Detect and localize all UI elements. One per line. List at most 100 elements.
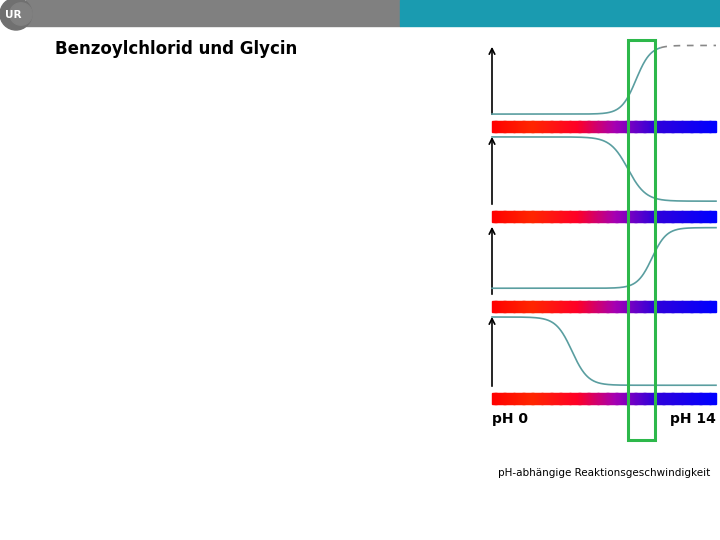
Bar bbox=[595, 211, 596, 222]
Bar bbox=[683, 211, 684, 222]
Bar bbox=[526, 393, 527, 404]
Bar bbox=[673, 121, 675, 132]
Bar bbox=[620, 393, 621, 404]
Bar bbox=[661, 393, 662, 404]
Bar bbox=[546, 121, 547, 132]
Bar bbox=[539, 121, 541, 132]
Bar bbox=[580, 393, 582, 404]
Bar bbox=[511, 301, 513, 312]
Bar bbox=[603, 121, 604, 132]
Bar bbox=[492, 301, 493, 312]
Bar bbox=[509, 393, 510, 404]
Bar bbox=[672, 393, 674, 404]
Bar bbox=[707, 211, 708, 222]
Bar bbox=[618, 211, 620, 222]
Bar bbox=[572, 393, 574, 404]
Bar bbox=[570, 301, 572, 312]
Bar bbox=[582, 211, 584, 222]
Bar bbox=[654, 121, 656, 132]
Bar bbox=[532, 211, 534, 222]
Bar bbox=[658, 211, 660, 222]
Bar bbox=[495, 301, 497, 312]
Bar bbox=[701, 301, 703, 312]
Bar bbox=[691, 393, 693, 404]
Bar bbox=[522, 301, 523, 312]
Bar bbox=[688, 301, 690, 312]
Bar bbox=[624, 301, 626, 312]
Bar bbox=[540, 301, 541, 312]
Bar bbox=[628, 211, 629, 222]
Bar bbox=[611, 121, 612, 132]
Bar bbox=[584, 121, 585, 132]
Bar bbox=[615, 211, 616, 222]
Bar bbox=[494, 301, 495, 312]
Bar bbox=[560, 121, 562, 132]
Bar bbox=[595, 121, 596, 132]
Bar bbox=[685, 121, 686, 132]
Bar bbox=[604, 301, 606, 312]
Bar bbox=[623, 211, 624, 222]
Bar bbox=[697, 211, 698, 222]
Bar bbox=[679, 211, 680, 222]
Bar bbox=[537, 121, 539, 132]
Bar bbox=[582, 121, 584, 132]
Bar bbox=[667, 121, 668, 132]
Bar bbox=[690, 393, 692, 404]
Bar bbox=[711, 121, 713, 132]
Bar bbox=[574, 211, 575, 222]
Bar bbox=[557, 301, 559, 312]
Bar bbox=[537, 393, 539, 404]
Bar bbox=[626, 393, 628, 404]
Bar bbox=[498, 121, 499, 132]
Bar bbox=[657, 301, 658, 312]
Bar bbox=[711, 211, 712, 222]
Bar bbox=[613, 121, 614, 132]
Bar bbox=[669, 301, 670, 312]
Bar bbox=[504, 211, 505, 222]
Bar bbox=[522, 211, 523, 222]
Bar bbox=[696, 121, 697, 132]
Text: Benzoylchlorid und Glycin: Benzoylchlorid und Glycin bbox=[55, 40, 297, 58]
Bar bbox=[703, 121, 704, 132]
Bar bbox=[649, 211, 650, 222]
Bar bbox=[655, 121, 657, 132]
Bar bbox=[552, 121, 553, 132]
Bar bbox=[614, 211, 616, 222]
Bar bbox=[623, 121, 624, 132]
Bar bbox=[695, 211, 696, 222]
Bar bbox=[685, 211, 686, 222]
Bar bbox=[647, 211, 648, 222]
Bar bbox=[516, 301, 517, 312]
Bar bbox=[549, 393, 551, 404]
Bar bbox=[648, 393, 649, 404]
Bar bbox=[628, 393, 629, 404]
Bar bbox=[629, 211, 630, 222]
Bar bbox=[509, 301, 510, 312]
Bar bbox=[497, 393, 498, 404]
Bar bbox=[542, 393, 544, 404]
Bar bbox=[562, 121, 563, 132]
Bar bbox=[503, 211, 505, 222]
Bar bbox=[562, 301, 564, 312]
Bar bbox=[654, 301, 656, 312]
Bar bbox=[560, 393, 562, 404]
Bar bbox=[671, 121, 672, 132]
Bar bbox=[680, 211, 682, 222]
Bar bbox=[631, 211, 632, 222]
Bar bbox=[546, 393, 547, 404]
Bar bbox=[537, 301, 539, 312]
Bar bbox=[693, 301, 694, 312]
Bar bbox=[521, 211, 523, 222]
Bar bbox=[633, 393, 634, 404]
Bar bbox=[625, 393, 626, 404]
Bar bbox=[598, 211, 600, 222]
Bar bbox=[641, 301, 642, 312]
Bar bbox=[604, 211, 606, 222]
Bar bbox=[514, 393, 516, 404]
Bar bbox=[675, 121, 677, 132]
Bar bbox=[668, 121, 670, 132]
Bar bbox=[528, 121, 529, 132]
Bar bbox=[614, 393, 616, 404]
Bar bbox=[636, 211, 638, 222]
Bar bbox=[687, 121, 688, 132]
